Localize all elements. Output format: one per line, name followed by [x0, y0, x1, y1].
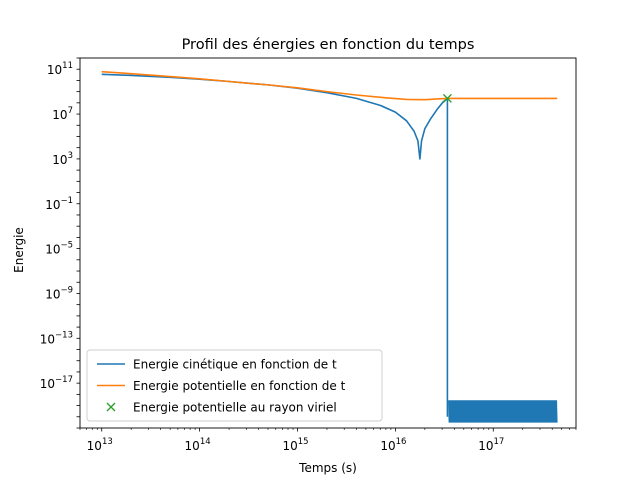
x-tick-label: 1014: [185, 437, 211, 453]
y-tick-label: 10−1: [45, 196, 73, 212]
y-tick-label: 10−5: [45, 241, 73, 257]
y-tick-label: 10−9: [45, 285, 73, 301]
x-tick-label: 1015: [282, 437, 308, 453]
axes: 1013 1014 1015 1016 1017 1011 107 103 10−1 10−5 10…: [40, 57, 577, 453]
legend-box: [86, 349, 383, 422]
x-tick-label: 1013: [87, 437, 113, 453]
legend-label: Energie potentielle au rayon viriel: [133, 401, 337, 415]
y-tick-label: 103: [52, 151, 73, 167]
y-tick-label: 10−17: [40, 375, 73, 391]
legend-label: Energie cinétique en fonction de t: [133, 358, 337, 372]
x-axis-label: Temps (s): [298, 461, 357, 475]
legend-x-swatch: [106, 402, 116, 412]
y-axis-label: Energie: [12, 227, 26, 273]
legend: Energie cinétique en fonction de t Energi…: [86, 349, 383, 422]
chart-title: Profil des énergies en fonction du temps: [182, 37, 475, 53]
y-tick-label: 10−13: [40, 330, 73, 346]
potential-energy-line: [101, 70, 558, 101]
y-tick-label: 1011: [47, 61, 73, 77]
plot-area: [101, 70, 558, 423]
kinetic-noise-band: [448, 400, 558, 423]
legend-label: Energie potentielle en fonction de t: [133, 379, 346, 393]
x-tick-label: 1017: [478, 437, 504, 453]
x-tick-label: 1016: [380, 437, 406, 453]
plot-frame: [79, 57, 577, 429]
y-tick-label: 107: [52, 106, 73, 122]
virial-radius-marker: [442, 93, 452, 103]
